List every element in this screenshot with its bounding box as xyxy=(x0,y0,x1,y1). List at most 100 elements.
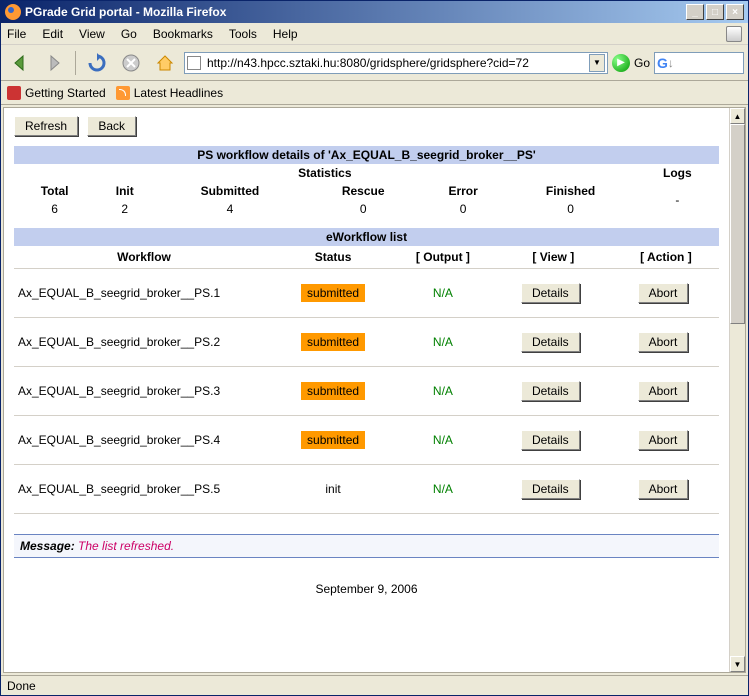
workflow-table: Workflow Status [ Output ] [ View ] [ Ac… xyxy=(14,246,719,514)
table-row: Ax_EQUAL_B_seegrid_broker__PS.5 init N/A De… xyxy=(14,465,719,514)
col-action: [ Action ] xyxy=(613,246,719,269)
bookmark-latest-headlines[interactable]: Latest Headlines xyxy=(116,86,223,100)
col-status: Status xyxy=(274,246,392,269)
stop-button[interactable] xyxy=(116,49,146,77)
url-bar[interactable]: ▼ xyxy=(184,52,608,74)
google-icon: G xyxy=(657,55,668,71)
scroll-thumb[interactable] xyxy=(730,124,745,324)
bookmark-label: Getting Started xyxy=(25,86,106,100)
table-row: Ax_EQUAL_B_seegrid_broker__PS.3submitted… xyxy=(14,367,719,416)
details-button[interactable]: Details xyxy=(521,283,580,303)
titlebar: PGrade Grid portal - Mozilla Firefox _ □… xyxy=(1,1,748,23)
col-init: Init xyxy=(95,182,154,200)
ps-details-header: PS workflow details of 'Ax_EQUAL_B_seegr… xyxy=(14,146,719,164)
abort-button[interactable]: Abort xyxy=(638,430,689,450)
output-value: N/A xyxy=(433,384,453,398)
message-row: Message: The list refreshed. xyxy=(14,534,719,558)
details-button[interactable]: Details xyxy=(521,332,580,352)
menu-help[interactable]: Help xyxy=(273,27,298,41)
table-row: Ax_EQUAL_B_seegrid_broker__PS.1submitted… xyxy=(14,269,719,318)
menu-bookmarks[interactable]: Bookmarks xyxy=(153,27,213,41)
menu-go[interactable]: Go xyxy=(121,27,137,41)
workflow-name: Ax_EQUAL_B_seegrid_broker__PS.3 xyxy=(14,367,274,416)
bookmark-label: Latest Headlines xyxy=(134,86,223,100)
col-finished: Finished xyxy=(506,182,636,200)
forward-arrow-icon xyxy=(43,52,65,74)
close-button[interactable]: × xyxy=(726,4,744,20)
bookmark-getting-started[interactable]: Getting Started xyxy=(7,86,106,100)
bookmarks-toolbar: Getting Started Latest Headlines xyxy=(1,81,748,105)
reload-icon xyxy=(87,53,107,73)
val-error: 0 xyxy=(421,200,506,218)
window-title: PGrade Grid portal - Mozilla Firefox xyxy=(25,5,226,19)
col-error: Error xyxy=(421,182,506,200)
abort-button[interactable]: Abort xyxy=(638,332,689,352)
workflow-name: Ax_EQUAL_B_seegrid_broker__PS.2 xyxy=(14,318,274,367)
workflow-name: Ax_EQUAL_B_seegrid_broker__PS.5 xyxy=(14,465,274,514)
details-button[interactable]: Details xyxy=(521,430,580,450)
menu-edit[interactable]: Edit xyxy=(42,27,63,41)
val-submitted: 4 xyxy=(154,200,305,218)
table-row: Ax_EQUAL_B_seegrid_broker__PS.4 submitted… xyxy=(14,416,719,465)
scroll-up[interactable]: ▲ xyxy=(730,108,745,124)
status-text: Done xyxy=(7,679,36,693)
output-value: N/A xyxy=(433,433,453,447)
val-init: 2 xyxy=(95,200,154,218)
firefox-icon xyxy=(5,4,21,20)
back-arrow-icon xyxy=(9,52,31,74)
page-date: September 9, 2006 xyxy=(14,582,719,596)
eworkflow-header: eWorkflow list xyxy=(14,228,719,246)
stop-icon xyxy=(121,53,141,73)
details-button[interactable]: Details xyxy=(521,381,580,401)
message-label: Message: xyxy=(20,539,75,553)
val-finished: 0 xyxy=(506,200,636,218)
bookmark-icon xyxy=(7,86,21,100)
back-nav-button[interactable] xyxy=(5,49,35,77)
forward-nav-button[interactable] xyxy=(39,49,69,77)
abort-button[interactable]: Abort xyxy=(638,381,689,401)
go-label: Go xyxy=(634,56,650,70)
abort-button[interactable]: Abort xyxy=(638,479,689,499)
menu-file[interactable]: File xyxy=(7,27,26,41)
scroll-down[interactable]: ▼ xyxy=(730,656,745,672)
search-box[interactable]: G↓ xyxy=(654,52,744,74)
output-value: N/A xyxy=(433,286,453,300)
col-output: [ Output ] xyxy=(392,246,494,269)
menu-tools[interactable]: Tools xyxy=(229,27,257,41)
status-text: init xyxy=(325,482,340,496)
output-value: N/A xyxy=(433,482,453,496)
col-workflow: Workflow xyxy=(14,246,274,269)
rss-icon xyxy=(116,86,130,100)
status-badge: submitted xyxy=(301,431,365,449)
maximize-button[interactable]: □ xyxy=(706,4,724,20)
refresh-button[interactable]: Refresh xyxy=(14,116,78,136)
throbber-icon xyxy=(726,26,742,42)
val-total: 6 xyxy=(14,200,95,218)
scroll-track[interactable] xyxy=(730,124,745,656)
statistics-table: Statistics Logs Total Init Submitted Res… xyxy=(14,164,719,218)
workflow-name: Ax_EQUAL_B_seegrid_broker__PS.1 xyxy=(14,269,274,318)
col-submitted: Submitted xyxy=(154,182,305,200)
home-button[interactable] xyxy=(150,49,180,77)
abort-button[interactable]: Abort xyxy=(638,283,689,303)
logs-header: Logs xyxy=(636,164,719,182)
status-badge: submitted xyxy=(301,333,365,351)
scrollbar[interactable]: ▲ ▼ xyxy=(729,108,745,672)
workflow-name: Ax_EQUAL_B_seegrid_broker__PS.4 xyxy=(14,416,274,465)
back-button[interactable]: Back xyxy=(87,116,136,136)
go-button[interactable]: ▶ xyxy=(612,54,630,72)
page-icon xyxy=(187,56,201,70)
url-dropdown[interactable]: ▼ xyxy=(589,54,605,72)
col-rescue: Rescue xyxy=(306,182,421,200)
url-input[interactable] xyxy=(205,54,589,72)
message-text: The list refreshed. xyxy=(78,539,174,553)
menu-view[interactable]: View xyxy=(79,27,105,41)
details-button[interactable]: Details xyxy=(521,479,580,499)
logs-value: - xyxy=(636,182,719,218)
val-rescue: 0 xyxy=(306,200,421,218)
home-icon xyxy=(155,53,175,73)
reload-button[interactable] xyxy=(82,49,112,77)
col-total: Total xyxy=(14,182,95,200)
minimize-button[interactable]: _ xyxy=(686,4,704,20)
page-content: Refresh Back PS workflow details of 'Ax_… xyxy=(4,108,729,672)
